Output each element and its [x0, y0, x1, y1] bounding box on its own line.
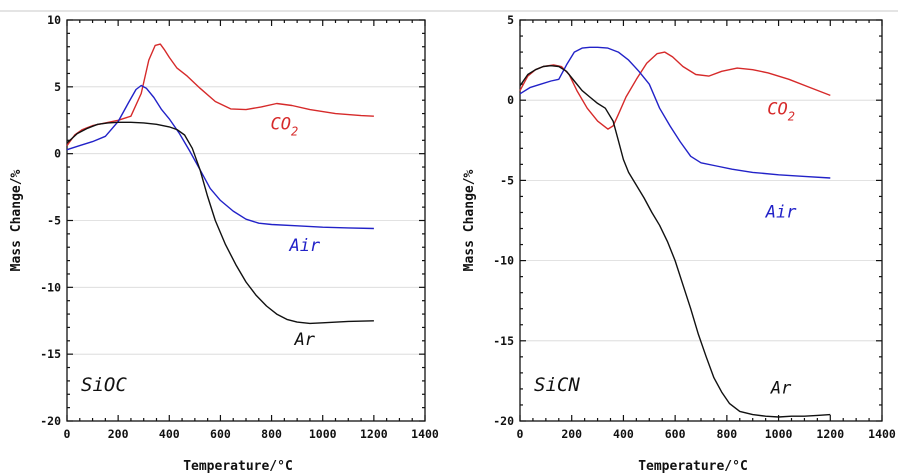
- x-tick-label: 1200: [816, 427, 844, 441]
- x-tick-label: 400: [613, 427, 634, 441]
- sample-label: SiCN: [534, 374, 580, 396]
- y-axis-label: Mass Change/%: [9, 169, 24, 271]
- series-label-co2: CO2: [767, 100, 795, 124]
- x-tick-label: 800: [716, 427, 737, 441]
- chart-panel-sicn: 0 200 400 600 800 1000 1200 1400 -20 -15 -10 -5 0 5 Te…: [462, 13, 896, 474]
- series-subscript: 2: [788, 110, 795, 124]
- x-tick-label: 200: [108, 427, 129, 441]
- y-tick-label: -5: [500, 173, 514, 187]
- series-line-ar: [66, 121, 374, 325]
- series-line-air: [66, 84, 374, 230]
- y-tick-label: -10: [493, 254, 514, 268]
- x-axis-label: Temperature/°C: [638, 459, 748, 474]
- x-tick-label: 200: [561, 427, 582, 441]
- x-tick-label: 1200: [360, 427, 388, 441]
- y-axis-label: Mass Change/%: [462, 169, 477, 271]
- x-tick-label: 1000: [765, 427, 793, 441]
- x-tick-label: 600: [210, 427, 231, 441]
- y-tick-label: 5: [54, 80, 61, 94]
- y-tick-label: 5: [507, 13, 514, 27]
- chart-panel-sioc: 0 200 400 600 800 1000 1200 1400 -20 -15 -10 -5 0 5 10…: [9, 13, 439, 474]
- x-tick-label: 800: [261, 427, 282, 441]
- x-tick-label: 1400: [411, 427, 439, 441]
- series-name: Air: [765, 202, 797, 222]
- series-name: Ar: [294, 330, 316, 350]
- sample-label: SiOC: [81, 374, 127, 396]
- series-line-co2: [66, 43, 374, 147]
- series-name: CO: [767, 100, 787, 120]
- y-tick-label: -15: [493, 334, 514, 348]
- y-tick-label: 10: [47, 13, 61, 27]
- y-tick-label: -10: [40, 280, 61, 294]
- x-tick-label: 0: [64, 427, 71, 441]
- series-label-ar: Ar: [770, 379, 792, 399]
- x-tick-label: 400: [159, 427, 180, 441]
- y-tick-label: -5: [47, 214, 61, 228]
- y-tick-label: 0: [54, 147, 61, 161]
- series-name: CO: [270, 115, 290, 135]
- series-name: Ar: [770, 379, 792, 399]
- x-tick-label: 600: [665, 427, 686, 441]
- y-tick-label: -20: [493, 414, 514, 428]
- x-tick-label: 1400: [868, 427, 896, 441]
- x-tick-label: 0: [517, 427, 524, 441]
- series-line-ar: [519, 64, 831, 418]
- series-label-ar: Ar: [294, 330, 316, 350]
- x-tick-label: 1000: [309, 427, 337, 441]
- y-tick-label: 0: [507, 93, 514, 107]
- x-axis-label: Temperature/°C: [183, 459, 293, 474]
- series-label-air: Air: [288, 236, 320, 256]
- series-label-air: Air: [765, 202, 797, 222]
- series-name: Air: [288, 236, 320, 256]
- series-label-co2: CO2: [270, 115, 298, 139]
- y-tick-label: -15: [40, 347, 61, 361]
- y-tick-label: -20: [40, 414, 61, 428]
- series-line-air: [519, 46, 831, 179]
- series-subscript: 2: [291, 125, 298, 139]
